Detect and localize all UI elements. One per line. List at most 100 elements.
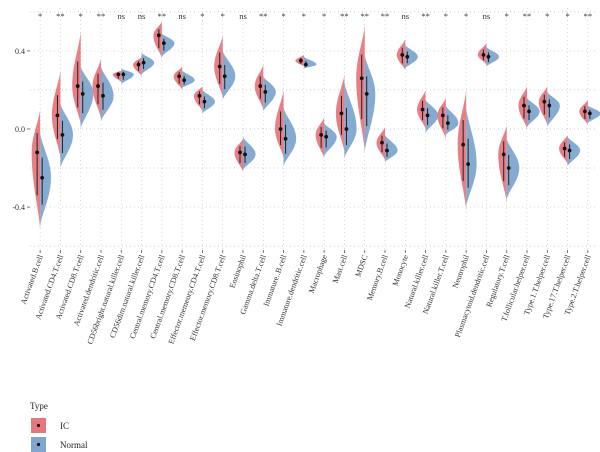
median-point-normal	[587, 111, 592, 116]
median-point-ic	[319, 132, 324, 137]
violin-normal	[506, 138, 520, 200]
median-point-normal	[324, 134, 329, 139]
median-point-normal	[141, 60, 146, 65]
violin-normal	[141, 52, 155, 75]
legend-label-ic: IC	[60, 421, 69, 431]
median-point-normal	[385, 148, 389, 153]
violin-normal	[547, 91, 560, 128]
median-point-ic	[156, 33, 161, 38]
y-tick-label: 0.0	[15, 125, 25, 134]
median-point-ic	[116, 72, 121, 77]
legend-label-normal: Normal	[60, 440, 88, 450]
violin-ic	[133, 56, 142, 77]
violin-normal	[567, 136, 581, 167]
violin-ic	[153, 21, 162, 59]
median-point-ic	[75, 84, 80, 88]
violin-normal	[344, 82, 357, 159]
violin-ic	[173, 66, 183, 90]
median-point-normal	[527, 109, 531, 114]
violin-ic	[437, 97, 446, 139]
median-point-ic	[562, 146, 567, 151]
median-point-ic	[278, 127, 283, 131]
violin-normal	[283, 107, 297, 167]
significance-label: *	[545, 11, 549, 21]
significance-label: **	[523, 11, 532, 21]
violin-normal	[385, 134, 398, 163]
significance-label: ns	[402, 11, 410, 21]
violin-normal	[202, 89, 216, 114]
y-tick-label: -0.4	[12, 203, 25, 212]
violin-normal	[466, 107, 477, 208]
median-point-ic	[359, 76, 364, 81]
significance-label: *	[444, 11, 448, 21]
x-tick-label: Mast.cell	[331, 253, 350, 285]
violin-normal	[121, 68, 134, 85]
significance-label: *	[38, 11, 42, 21]
significance-label: **	[56, 11, 65, 21]
violin-normal	[405, 45, 418, 69]
violin-normal	[222, 50, 236, 100]
violin-normal	[445, 105, 459, 135]
significance-label: **	[381, 11, 390, 21]
median-point-normal	[40, 175, 45, 180]
significance-label: *	[221, 11, 225, 21]
significance-label: **	[360, 11, 369, 21]
grid-lines	[30, 8, 598, 250]
violin-normal	[364, 54, 376, 153]
median-point-ic	[177, 74, 182, 79]
median-point-ic	[35, 150, 40, 155]
violin-normal	[60, 103, 73, 169]
median-point-ic	[582, 109, 587, 114]
violin-ic	[72, 31, 81, 126]
median-points	[35, 29, 592, 205]
median-point-ic	[96, 84, 100, 88]
median-point-normal	[182, 78, 187, 83]
median-point-ic	[238, 150, 242, 155]
significance-label: *	[565, 11, 569, 21]
median-point-ic	[542, 99, 547, 104]
median-point-normal	[60, 132, 65, 137]
median-point-normal	[486, 54, 491, 59]
violin-normal	[587, 105, 600, 124]
median-point-normal	[263, 90, 268, 94]
violin-ic	[315, 117, 325, 159]
significance-label: ns	[483, 11, 491, 21]
median-point-ic	[55, 113, 60, 118]
y-axis-ticks: -0.4 0.0 0.4	[12, 47, 30, 212]
violins	[31, 21, 600, 231]
median-point-ic	[197, 93, 202, 98]
median-point-ic	[420, 107, 425, 112]
violin-normal	[527, 97, 540, 128]
significance-label: *	[505, 11, 509, 21]
x-tick-label: Memory.B.cell	[365, 253, 390, 302]
violin-normal	[263, 76, 276, 112]
significance-label: *	[79, 11, 83, 21]
y-tick-label: 0.4	[15, 47, 25, 56]
significance-label: *	[464, 11, 468, 21]
significance-label: *	[281, 11, 285, 21]
median-point-normal	[506, 166, 511, 170]
median-point-ic	[380, 140, 384, 145]
legend: Type IC Normal	[30, 401, 88, 452]
median-point-ic	[136, 62, 141, 67]
significance-label: **	[158, 11, 167, 21]
significance-label: *	[302, 11, 306, 21]
median-point-normal	[547, 103, 552, 108]
violin-normal	[182, 70, 195, 89]
violin-ic	[498, 125, 507, 204]
significance-label: *	[200, 11, 204, 21]
violin-ic	[92, 58, 101, 120]
violin-ic	[193, 86, 203, 112]
median-point-normal	[405, 54, 410, 59]
significance-label: ns	[118, 11, 126, 21]
significance-label: **	[340, 11, 349, 21]
significance-label: **	[97, 11, 106, 21]
violin-ic	[275, 89, 284, 159]
median-point-normal	[202, 99, 207, 104]
violin-ic	[356, 25, 365, 153]
median-point-ic	[461, 142, 466, 147]
median-point-normal	[425, 113, 430, 118]
median-point-ic	[298, 58, 303, 63]
violin-normal	[80, 66, 94, 129]
violin-normal	[486, 47, 500, 67]
